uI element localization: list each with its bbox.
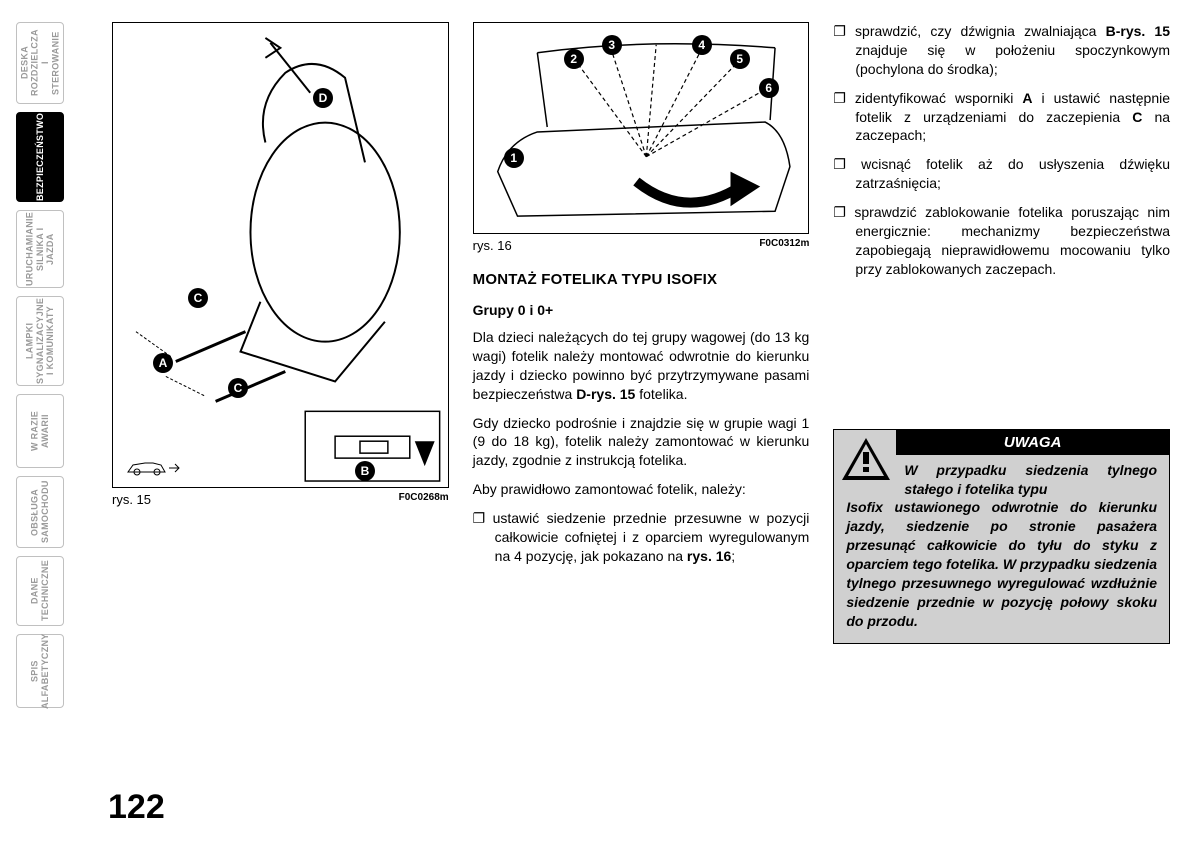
callout-A: A xyxy=(153,353,173,373)
warning-body: W przypadku siedzenia tylnego stałego i … xyxy=(834,455,1169,643)
car-direction-icon xyxy=(123,457,183,477)
list-item-5: sprawdzić zablokowanie fotelika poruszaj… xyxy=(833,203,1170,279)
callout-3: 3 xyxy=(602,35,622,55)
callout-4: 4 xyxy=(692,35,712,55)
sidebar-tab-2[interactable]: URUCHAMIANIE SILNIKA I JAZDA xyxy=(16,210,64,288)
callout-2: 2 xyxy=(564,49,584,69)
sidebar-tab-1[interactable]: BEZPIECZEŃSTWO xyxy=(16,112,64,202)
list-item-4: wcisnąć fotelik aż do usłyszenia dźwięku… xyxy=(833,155,1170,193)
warning-title: UWAGA xyxy=(896,430,1169,455)
main-content: D C A C B rys. 15 F0C0268m xyxy=(112,22,1170,644)
sidebar-tabs: DESKA ROZDZIELCZA I STEROWANIE BEZPIECZEŃ… xyxy=(16,22,64,708)
paragraph-2: Gdy dziecko podrośnie i znajdzie się w g… xyxy=(473,414,810,471)
warning-box: UWAGA W przypadku siedzenia tylnego stał… xyxy=(833,429,1170,644)
callout-C: C xyxy=(188,288,208,308)
fig16-label: rys. 16 xyxy=(473,238,512,253)
callout-6: 6 xyxy=(759,78,779,98)
paragraph-3: Aby prawidłowo zamontować fotelik, należ… xyxy=(473,480,810,499)
callout-5: 5 xyxy=(730,49,750,69)
sidebar-tab-0[interactable]: DESKA ROZDZIELCZA I STEROWANIE xyxy=(16,22,64,104)
page-number: 122 xyxy=(108,788,165,827)
callout-B: B xyxy=(355,461,375,481)
list-item-1: ustawić siedzenie przednie przesuwne w p… xyxy=(473,509,810,566)
callout-1: 1 xyxy=(504,148,524,168)
figure-15: D C A C B xyxy=(112,22,449,488)
section-subheading: Grupy 0 i 0+ xyxy=(473,302,810,318)
callout-C2: C xyxy=(228,378,248,398)
section-heading: MONTAŻ FOTELIKA TYPU ISOFIX xyxy=(473,271,810,288)
sidebar-tab-4[interactable]: W RAZIE AWARII xyxy=(16,394,64,468)
figure-16: 1 2 3 4 5 6 xyxy=(473,22,810,234)
fig15-drawing xyxy=(113,23,448,487)
list-item-2: sprawdzić, czy dźwignia zwalniająca B-ry… xyxy=(833,22,1170,79)
fig16-code: F0C0312m xyxy=(759,238,809,253)
fig15-code: F0C0268m xyxy=(399,492,449,507)
callout-D: D xyxy=(313,88,333,108)
list-item-3: zidentyfikować wsporniki A i ustawić nas… xyxy=(833,89,1170,146)
warning-triangle-icon xyxy=(840,436,892,482)
sidebar-tab-6[interactable]: DANE TECHNICZNE xyxy=(16,556,64,626)
column-3: sprawdzić, czy dźwignia zwalniająca B-ry… xyxy=(833,22,1170,644)
sidebar-tab-5[interactable]: OBSŁUGA SAMOCHODU xyxy=(16,476,64,548)
fig16-caption: rys. 16 F0C0312m xyxy=(473,238,810,253)
sidebar-tab-7[interactable]: SPIS ALFABETYCZNY xyxy=(16,634,64,708)
fig15-label: rys. 15 xyxy=(112,492,151,507)
column-1: D C A C B rys. 15 F0C0268m xyxy=(112,22,449,644)
fig15-caption: rys. 15 F0C0268m xyxy=(112,492,449,507)
column-2: 1 2 3 4 5 6 rys. 16 F0C0312m MONTAŻ FOTE… xyxy=(473,22,810,644)
sidebar-tab-3[interactable]: LAMPKI SYGNALIZACYJNE I KOMUNIKATY xyxy=(16,296,64,386)
paragraph-1: Dla dzieci należących do tej grupy wagow… xyxy=(473,328,810,404)
fig16-drawing xyxy=(474,23,809,233)
